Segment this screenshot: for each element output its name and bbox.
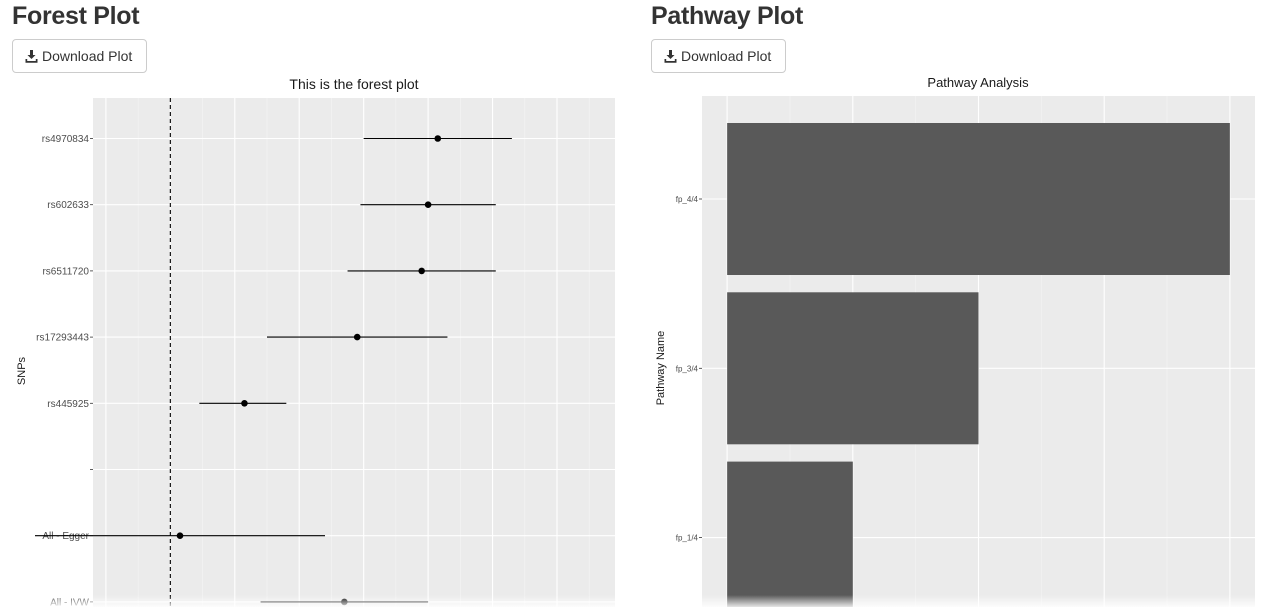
pathway-plot-chart: Pathway Analysis Pathway Name fp_4/4 fp_3… (655, 75, 1255, 607)
pathway-y-tick-label: fp_4/4 (676, 195, 699, 204)
forest-y-tick-label: rs602633 (47, 200, 89, 211)
forest-point (424, 201, 432, 208)
forest-point (176, 532, 184, 539)
forest-point (241, 400, 248, 407)
pathway-y-tick-label: fp_3/4 (676, 364, 699, 373)
pathway-bar (727, 123, 1230, 275)
forest-panel-background (93, 98, 615, 607)
forest-point (418, 267, 425, 275)
pathway-y-axis-label: Pathway Name (655, 331, 667, 406)
forest-plot-heading: Forest Plot (12, 2, 140, 30)
pathway-chart-title: Pathway Analysis (927, 75, 1029, 90)
forest-y-tick-label: rs17293443 (36, 333, 89, 344)
download-icon (25, 49, 38, 63)
pathway-plot-heading: Pathway Plot (651, 2, 803, 30)
forest-y-tick-label: All - Egger (42, 531, 89, 542)
pathway-y-tick-label: fp_1/4 (676, 534, 699, 543)
forest-chart-title: This is the forest plot (289, 76, 418, 92)
forest-y-tick-label: rs445925 (47, 399, 89, 410)
pathway-bar (727, 292, 979, 445)
forest-y-tick-label: All - IVW (50, 597, 89, 607)
pathway-download-button[interactable]: Download Plot (651, 39, 786, 73)
forest-point (353, 333, 361, 341)
download-icon (664, 49, 677, 63)
forest-y-axis-label: SNPs (16, 356, 28, 385)
forest-plot-chart: This is the forest plot SNPs rs4970834 rs… (16, 76, 615, 607)
forest-download-label: Download Plot (42, 48, 133, 64)
pathway-bar (727, 461, 853, 607)
forest-download-button[interactable]: Download Plot (12, 39, 147, 73)
forest-y-tick-label: rs6511720 (42, 266, 89, 277)
pathway-download-label: Download Plot (681, 48, 772, 64)
forest-point (434, 135, 442, 142)
forest-y-tick-label: rs4970834 (42, 134, 90, 145)
forest-point (341, 598, 348, 606)
